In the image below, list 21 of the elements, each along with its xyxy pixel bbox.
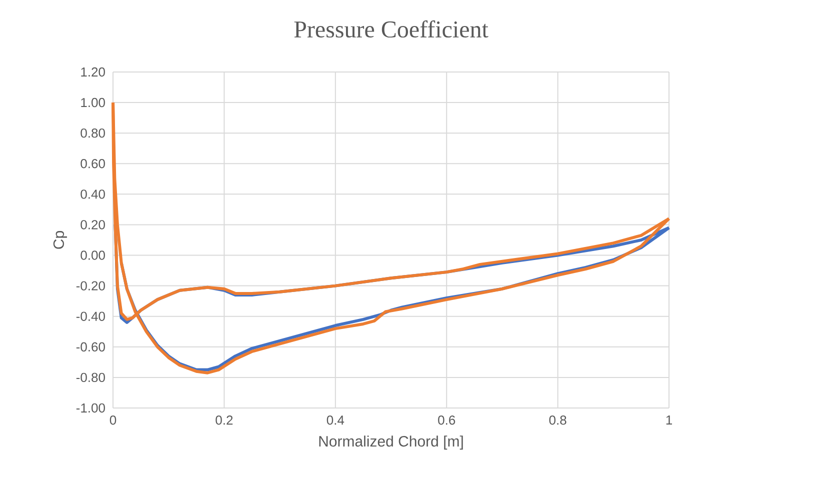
x-tick-label: 0.2 — [216, 416, 233, 425]
y-tick-label: -0.20 — [76, 281, 105, 290]
y-tick-label: -1.00 — [76, 403, 105, 413]
x-tick-label: 0.8 — [549, 416, 566, 425]
x-tick-label: 0 — [110, 416, 116, 425]
y-tick-label: 0.60 — [80, 159, 105, 168]
y-tick-label: 1.00 — [81, 98, 105, 108]
x-tick-label: 1 — [666, 416, 672, 424]
y-tick-label: 0.00 — [80, 250, 105, 260]
chart-title: Pressure Coefficient — [294, 20, 488, 38]
y-tick-label: 0.80 — [80, 128, 105, 138]
y-tick-label: -0.40 — [76, 312, 105, 321]
y-tick-label: 0.40 — [80, 190, 105, 199]
y-tick-label: 0.20 — [80, 220, 105, 230]
x-tick-label: 0.4 — [326, 416, 344, 425]
y-axis-title: Cp — [53, 231, 67, 249]
y-tick-label: -0.80 — [76, 372, 105, 382]
x-tick-label: 0.6 — [438, 416, 456, 425]
y-tick-label: -0.60 — [76, 342, 105, 352]
x-axis-title: Normalized Chord [m] — [319, 436, 463, 450]
y-tick-label: 1.20 — [81, 67, 105, 77]
